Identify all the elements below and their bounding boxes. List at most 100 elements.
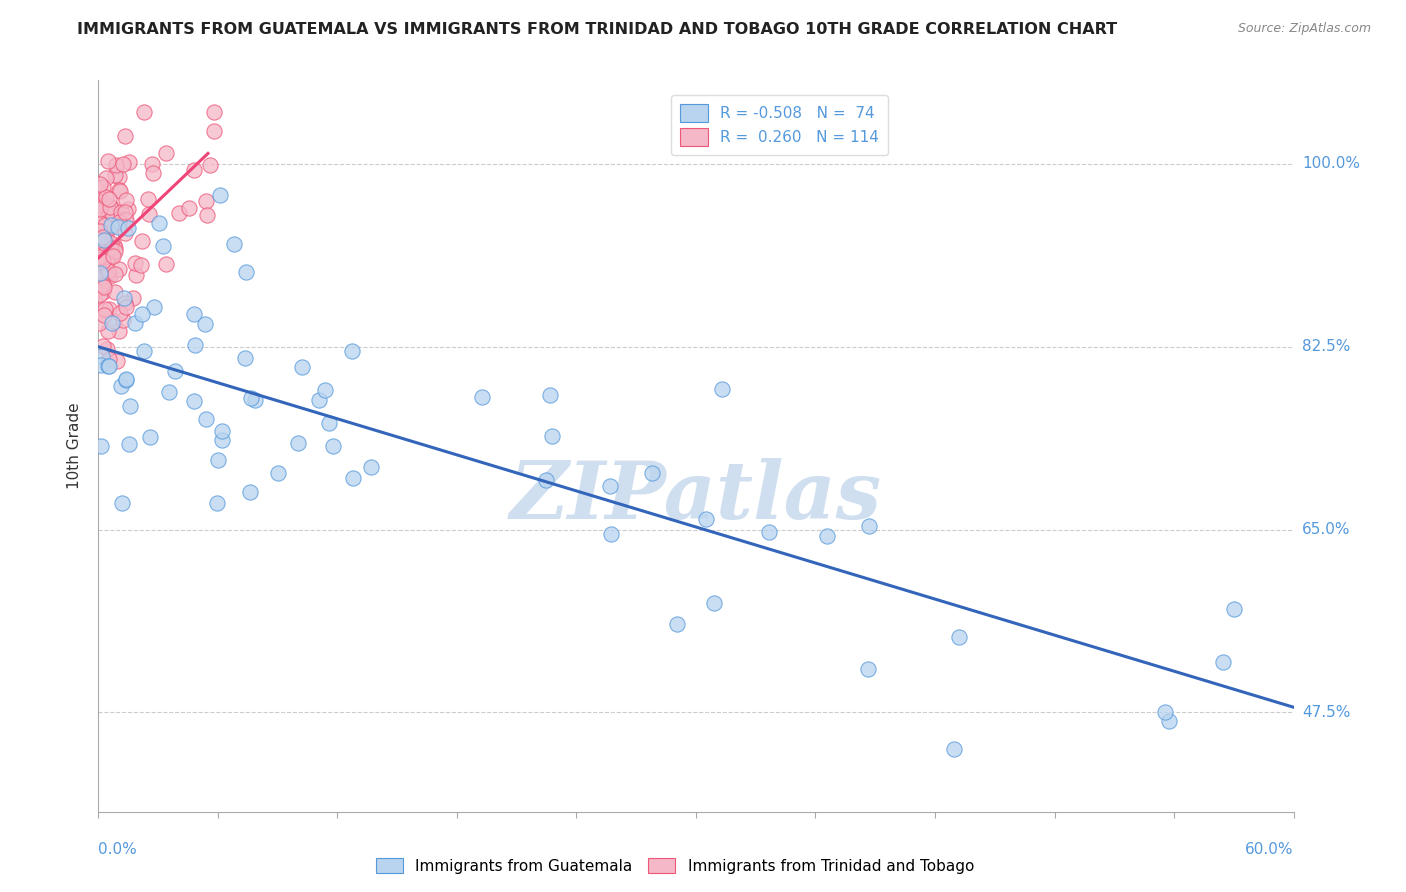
Point [104,244,127,258]
Point [360,460,382,475]
Point [98,192,121,206]
Point [98,208,121,222]
Point [200,158,222,172]
Point [89,177,111,191]
Point [103,214,125,228]
Point [91,179,114,194]
Point [948,630,970,644]
Point [114,226,136,240]
Point [89,216,111,230]
Text: IMMIGRANTS FROM GUATEMALA VS IMMIGRANTS FROM TRINIDAD AND TOBAGO 10TH GRADE CORR: IMMIGRANTS FROM GUATEMALA VS IMMIGRANTS … [77,22,1118,37]
Point [94,229,117,244]
Point [142,166,165,180]
Point [98,249,121,263]
Point [108,324,131,338]
Point [114,129,136,144]
Point [90,359,112,373]
Point [90,349,112,363]
Text: 65.0%: 65.0% [1302,522,1350,537]
Point [1223,601,1246,615]
Point [101,250,124,264]
Point [93,233,115,247]
Point [245,393,267,408]
Point [115,300,138,314]
Point [322,439,344,453]
Text: Source: ZipAtlas.com: Source: ZipAtlas.com [1237,22,1371,36]
Point [124,268,146,282]
Point [240,391,263,405]
Point [107,219,129,234]
Point [114,295,136,310]
Point [205,496,228,510]
Point [1154,705,1177,719]
Text: 47.5%: 47.5% [1302,705,1350,720]
Point [104,241,127,255]
Point [115,213,138,227]
Point [89,266,111,280]
Point [93,194,115,209]
Point [538,387,561,401]
Point [105,353,128,368]
Point [114,205,136,219]
Point [117,202,139,216]
Point [815,529,838,543]
Point [91,254,114,268]
Point [342,470,364,484]
Point [91,252,114,267]
Point [108,169,131,184]
Point [94,245,117,260]
Point [90,244,112,258]
Point [91,259,114,273]
Point [93,280,115,294]
Point [90,439,112,453]
Point [89,198,111,212]
Point [291,360,314,375]
Point [96,343,118,357]
Point [148,216,170,230]
Point [101,206,124,220]
Point [129,258,152,272]
Point [165,364,187,378]
Point [758,524,780,539]
Point [194,317,217,331]
Point [90,270,112,285]
Point [195,208,218,222]
Point [124,316,146,330]
Point [207,453,229,467]
Point [91,254,114,268]
Point [97,153,120,168]
Point [134,104,156,119]
Point [107,215,129,229]
Point [90,231,112,245]
Point [100,248,122,262]
Point [94,302,117,317]
Text: ZIPatlas: ZIPatlas [510,458,882,536]
Point [110,205,132,219]
Point [89,202,111,216]
Text: 82.5%: 82.5% [1302,339,1350,354]
Point [471,390,494,404]
Point [94,218,117,232]
Point [641,466,664,480]
Point [600,527,623,541]
Point [101,316,124,330]
Point [267,466,290,480]
Point [87,316,110,330]
Point [98,269,121,284]
Point [100,219,122,233]
Point [155,145,177,160]
Point [152,239,174,253]
Point [111,495,134,509]
Point [183,163,205,178]
Point [167,206,190,220]
Point [97,206,120,220]
Point [710,382,733,396]
Point [209,187,232,202]
Point [97,359,120,373]
Point [112,313,135,327]
Point [112,291,135,305]
Point [222,236,245,251]
Point [202,104,225,119]
Point [89,211,111,226]
Point [856,662,879,676]
